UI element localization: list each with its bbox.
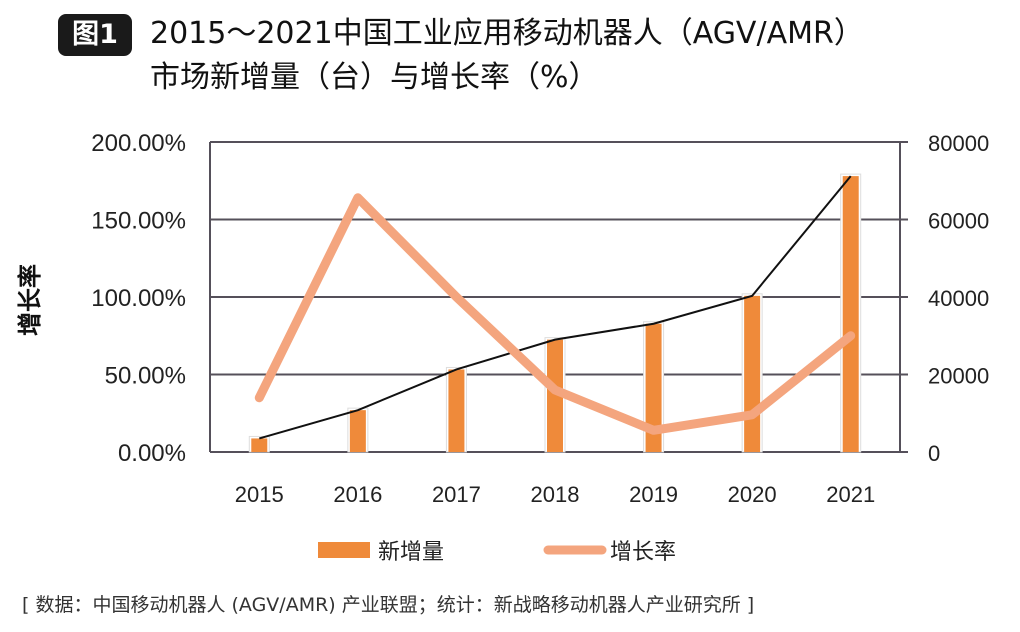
bar: [744, 295, 761, 452]
x-tick-label: 2016: [333, 482, 382, 507]
left-tick-label: 0.00%: [118, 440, 186, 467]
left-tick-label: 200.00%: [91, 130, 186, 157]
title-line-1: 2015～2021中国工业应用移动机器人（AGV/AMR）: [150, 16, 864, 51]
legend-line-label: 增长率: [610, 540, 676, 565]
right-tick-label: 60000: [928, 209, 989, 234]
figure-badge: 图1: [58, 14, 132, 56]
bar: [645, 323, 662, 452]
title-line-2: 市场新增量（台）与增长率（%）: [150, 60, 599, 95]
bar: [448, 369, 465, 452]
left-tick-label: 150.00%: [91, 208, 186, 235]
legend-bar-label: 新增量: [378, 540, 444, 565]
footer-source: [ 数据：中国移动机器人 (AGV/AMR) 产业联盟；统计：新战略移动机器人产…: [22, 594, 755, 616]
legend-bar-swatch: [318, 542, 370, 558]
chart-title: 2015～2021中国工业应用移动机器人（AGV/AMR） 市场新增量（台）与增…: [150, 12, 1010, 100]
x-tick-label: 2015: [235, 482, 284, 507]
bar: [842, 176, 859, 452]
left-tick-label: 100.00%: [91, 285, 186, 312]
right-tick-label: 20000: [928, 364, 989, 389]
x-tick-label: 2021: [826, 482, 875, 507]
right-tick-label: 0: [928, 441, 940, 466]
left-tick-label: 50.00%: [105, 363, 186, 390]
bar-trend-line: [259, 175, 852, 440]
bar: [547, 339, 563, 452]
bar: [349, 410, 366, 452]
bar: [251, 438, 268, 452]
x-tick-label: 2019: [629, 482, 678, 507]
right-tick-label: 80000: [928, 131, 989, 156]
growth-rate-line: [254, 193, 856, 435]
y-axis-label: 增长率: [16, 264, 44, 336]
x-tick-label: 2017: [432, 482, 481, 507]
x-tick-label: 2020: [728, 482, 777, 507]
right-tick-label: 40000: [928, 286, 989, 311]
x-tick-label: 2018: [531, 482, 580, 507]
